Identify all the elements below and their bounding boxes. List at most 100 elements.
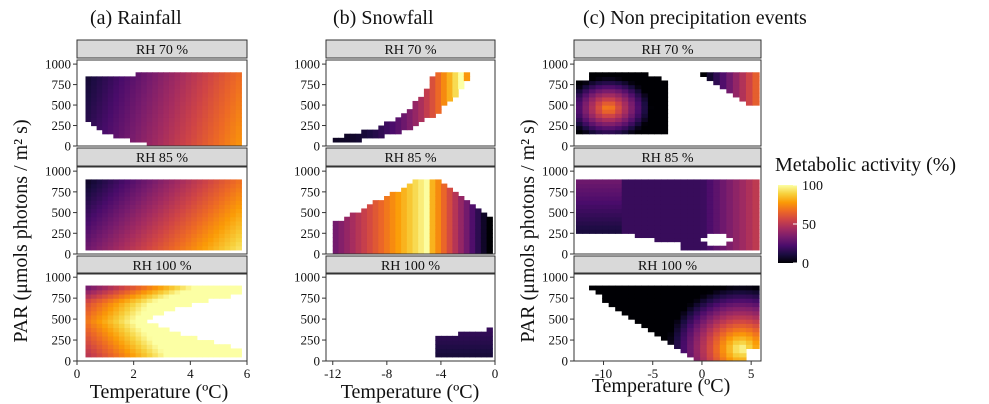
heat-cell: [589, 229, 597, 234]
heat-cell: [589, 113, 597, 118]
heat-cell: [135, 216, 142, 222]
heat-cell: [152, 113, 159, 118]
heat-cell: [628, 293, 636, 299]
heat-cell: [441, 208, 448, 214]
heat-cell: [435, 196, 442, 201]
heat-cell: [135, 187, 142, 193]
heat-cell: [157, 229, 165, 234]
heat-cell: [185, 84, 192, 90]
heat-cell: [361, 241, 368, 247]
heat-cell: [235, 76, 242, 82]
heat-cell: [85, 105, 92, 110]
heat-cell: [157, 352, 165, 358]
heat-cell: [435, 200, 442, 205]
heat-cell: [85, 88, 92, 94]
heat-cell: [726, 80, 734, 86]
heat-cell: [157, 121, 165, 127]
y-tick-label: 250: [52, 226, 72, 241]
heat-cell: [582, 187, 590, 193]
heat-cell: [174, 208, 181, 214]
heat-cell: [595, 80, 603, 86]
heat-cell: [693, 200, 701, 205]
heat-cell: [469, 208, 476, 214]
heat-cell: [739, 187, 747, 193]
heat-cell: [355, 133, 362, 139]
heat-cell: [207, 293, 215, 299]
heat-cell: [152, 285, 159, 291]
heat-cell: [174, 129, 181, 135]
heat-cell: [219, 220, 226, 226]
heat-cell: [732, 314, 741, 320]
heat-cell: [135, 348, 142, 354]
heat-cell: [180, 191, 187, 197]
heat-cell: [418, 117, 425, 123]
heat-cell: [163, 121, 170, 127]
heat-cell: [230, 352, 237, 358]
heat-cell: [135, 100, 142, 106]
heat-cell: [338, 241, 345, 247]
heat-cell: [219, 141, 226, 146]
heat-cell: [700, 298, 708, 303]
heat-cell: [446, 340, 454, 345]
heat-cell: [163, 220, 170, 226]
panel-border: [76, 272, 248, 362]
heat-cell: [384, 249, 391, 254]
heat-cell: [146, 233, 153, 239]
heat-cell: [480, 340, 488, 345]
heat-cell: [641, 220, 649, 226]
heat-cell: [739, 208, 747, 214]
heat-cell: [130, 105, 137, 110]
heat-cell: [224, 237, 231, 243]
x-tick-label: 0: [492, 366, 499, 381]
heat-cell: [332, 241, 340, 247]
heat-cell: [168, 88, 176, 94]
heat-cell: [452, 340, 459, 345]
heat-cell: [174, 109, 181, 114]
heat-cell: [745, 229, 754, 234]
heat-cell: [615, 92, 623, 98]
heat-cell: [641, 306, 649, 312]
heat-cell: [91, 293, 98, 299]
heat-cell: [152, 289, 159, 295]
heat-cell: [687, 229, 695, 234]
heat-cell: [680, 302, 688, 308]
heat-cell: [130, 327, 137, 333]
y-tick-label: 750: [52, 291, 72, 306]
heat-cell: [674, 298, 682, 303]
heat-cell: [700, 241, 708, 247]
heat-cell: [180, 80, 187, 86]
heat-cell: [713, 191, 721, 197]
heat-cell: [196, 237, 203, 243]
heat-cell: [378, 220, 385, 226]
heat-cell: [458, 196, 465, 201]
heat-cell: [441, 241, 448, 247]
heat-cell: [589, 125, 597, 131]
heat-cell: [141, 92, 148, 98]
heat-cell: [163, 96, 170, 102]
heat-cell: [458, 331, 465, 337]
heat-cell: [660, 179, 669, 185]
heat-cell: [654, 200, 662, 205]
heat-cell: [113, 179, 120, 185]
heat-cell: [135, 340, 142, 345]
heat-cell: [621, 293, 629, 299]
heat-cell: [739, 289, 747, 295]
x-tick-label: 5: [748, 366, 755, 381]
heat-cell: [429, 179, 436, 185]
heat-cell: [180, 233, 187, 239]
heat-cell: [739, 191, 747, 197]
x-tick-label: 4: [187, 366, 194, 381]
heat-cell: [582, 200, 590, 205]
heat-cell: [615, 212, 623, 218]
heat-cell: [441, 80, 448, 86]
heat-cell: [628, 76, 636, 82]
heat-cell: [113, 76, 120, 82]
heat-cell: [213, 293, 220, 299]
heat-cell: [163, 225, 170, 230]
heat-cell: [700, 229, 708, 234]
heat-cell: [608, 179, 616, 185]
heat-cell: [207, 125, 215, 131]
heat-cell: [185, 200, 192, 205]
heat-cell: [687, 212, 695, 218]
heat-cell: [185, 96, 192, 102]
